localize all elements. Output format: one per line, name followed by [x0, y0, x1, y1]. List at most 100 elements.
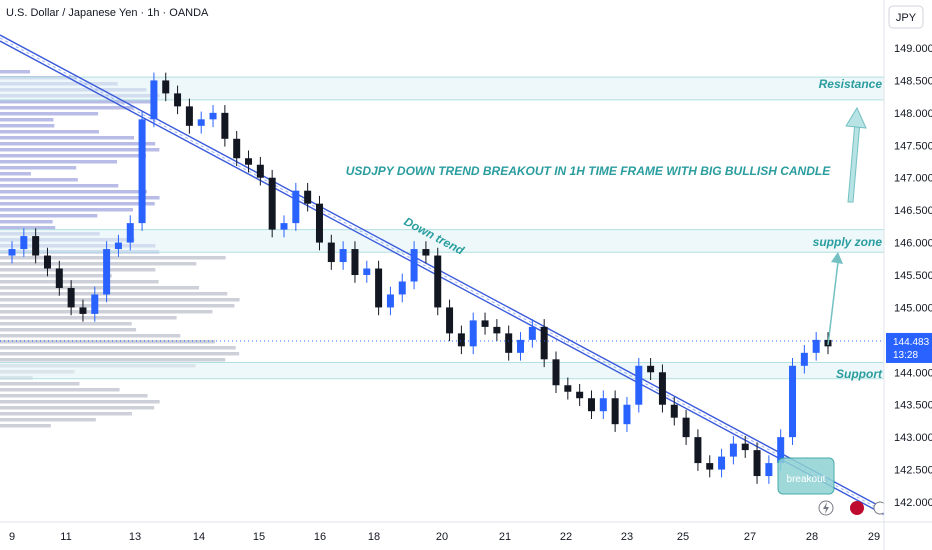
candle[interactable]	[812, 339, 820, 353]
volume-profile-bar	[0, 316, 177, 320]
candle[interactable]	[528, 326, 536, 340]
candle[interactable]	[43, 255, 51, 269]
headline-annotation: USDJPY DOWN TREND BREAKOUT IN 1H TIME FR…	[346, 164, 831, 178]
candle[interactable]	[800, 352, 808, 366]
candle[interactable]	[765, 463, 773, 477]
volume-profile-bar	[0, 310, 213, 314]
candle[interactable]	[422, 249, 430, 256]
candle[interactable]	[32, 236, 40, 256]
candle[interactable]	[481, 320, 489, 327]
candle[interactable]	[469, 320, 477, 347]
candle[interactable]	[197, 119, 205, 126]
candle[interactable]	[446, 307, 454, 334]
candle[interactable]	[457, 333, 465, 347]
candle[interactable]	[375, 268, 383, 308]
candle[interactable]	[517, 339, 525, 353]
candle[interactable]	[647, 365, 655, 373]
candle[interactable]	[434, 255, 442, 308]
candle[interactable]	[268, 177, 276, 230]
candle[interactable]	[753, 450, 761, 477]
candle[interactable]	[410, 249, 418, 282]
x-tick-label: 23	[621, 531, 633, 543]
candle[interactable]	[694, 437, 702, 464]
support-zone	[0, 362, 884, 379]
candle[interactable]	[777, 437, 785, 464]
candle[interactable]	[174, 93, 182, 107]
candle[interactable]	[670, 404, 678, 418]
y-tick-label: 146.500	[894, 205, 932, 217]
candle[interactable]	[599, 398, 607, 412]
candle[interactable]	[126, 223, 134, 243]
last-price-badge	[886, 332, 932, 363]
candle[interactable]	[20, 236, 28, 250]
y-tick-label: 147.000	[894, 173, 932, 185]
volume-profile-bar	[0, 286, 199, 290]
currency-label: JPY	[896, 12, 917, 24]
candle[interactable]	[386, 294, 394, 308]
arrow-head-icon	[831, 252, 843, 264]
candle[interactable]	[8, 249, 16, 256]
candle[interactable]	[79, 307, 87, 314]
candle[interactable]	[256, 164, 264, 178]
candle[interactable]	[233, 138, 241, 159]
candle[interactable]	[789, 365, 797, 438]
candle[interactable]	[706, 463, 714, 470]
currency-button[interactable]	[888, 5, 924, 29]
candle[interactable]	[658, 372, 666, 405]
resistance-zone	[0, 77, 884, 100]
candle[interactable]	[280, 223, 288, 230]
candle[interactable]	[682, 417, 690, 438]
candle[interactable]	[623, 404, 631, 425]
candle[interactable]	[718, 456, 726, 470]
x-tick-label: 29	[868, 531, 880, 543]
candle[interactable]	[304, 190, 312, 204]
us-flag-icon[interactable]	[850, 501, 864, 515]
candle[interactable]	[315, 203, 323, 243]
candle[interactable]	[209, 112, 217, 120]
candle[interactable]	[576, 391, 584, 399]
candle[interactable]	[493, 326, 501, 334]
candle[interactable]	[540, 326, 548, 360]
x-tick-label: 28	[806, 531, 818, 543]
candle[interactable]	[55, 268, 63, 288]
candle[interactable]	[245, 158, 253, 165]
volume-profile-bar	[0, 178, 78, 182]
candle[interactable]	[611, 398, 619, 425]
candle[interactable]	[221, 112, 229, 139]
volume-profile-bar	[0, 346, 236, 350]
candle[interactable]	[339, 249, 347, 263]
candle[interactable]	[552, 359, 560, 386]
volume-profile-bar	[0, 400, 160, 404]
candle[interactable]	[162, 80, 170, 94]
candle[interactable]	[150, 80, 158, 120]
x-tick-label: 9	[9, 531, 15, 543]
volume-profile-bar	[0, 172, 31, 176]
candle[interactable]	[138, 119, 146, 224]
candle[interactable]	[327, 242, 335, 263]
y-tick-label: 147.500	[894, 140, 932, 152]
candle[interactable]	[103, 249, 111, 295]
candle[interactable]	[587, 398, 595, 412]
volume-profile-bar	[0, 340, 216, 344]
candle[interactable]	[729, 443, 737, 457]
breakout-box[interactable]	[777, 457, 835, 495]
candle[interactable]	[398, 281, 406, 295]
candle[interactable]	[67, 287, 75, 308]
candle[interactable]	[114, 242, 122, 250]
x-tick-label: 21	[499, 531, 511, 543]
candle[interactable]	[91, 294, 99, 314]
x-tick-label: 25	[677, 531, 689, 543]
candle[interactable]	[351, 249, 359, 275]
candle[interactable]	[564, 385, 572, 392]
supply-zone-label: supply zone	[813, 235, 883, 249]
volume-profile-bar	[0, 268, 156, 272]
candle[interactable]	[635, 365, 643, 405]
last-price-value: 144.483	[893, 337, 930, 348]
candle[interactable]	[741, 443, 749, 451]
chart-title: U.S. Dollar / Japanese Yen · 1h · OANDA	[6, 7, 209, 19]
candle[interactable]	[505, 333, 513, 353]
candle[interactable]	[185, 106, 193, 126]
candle[interactable]	[292, 190, 300, 224]
candle[interactable]	[363, 268, 371, 275]
